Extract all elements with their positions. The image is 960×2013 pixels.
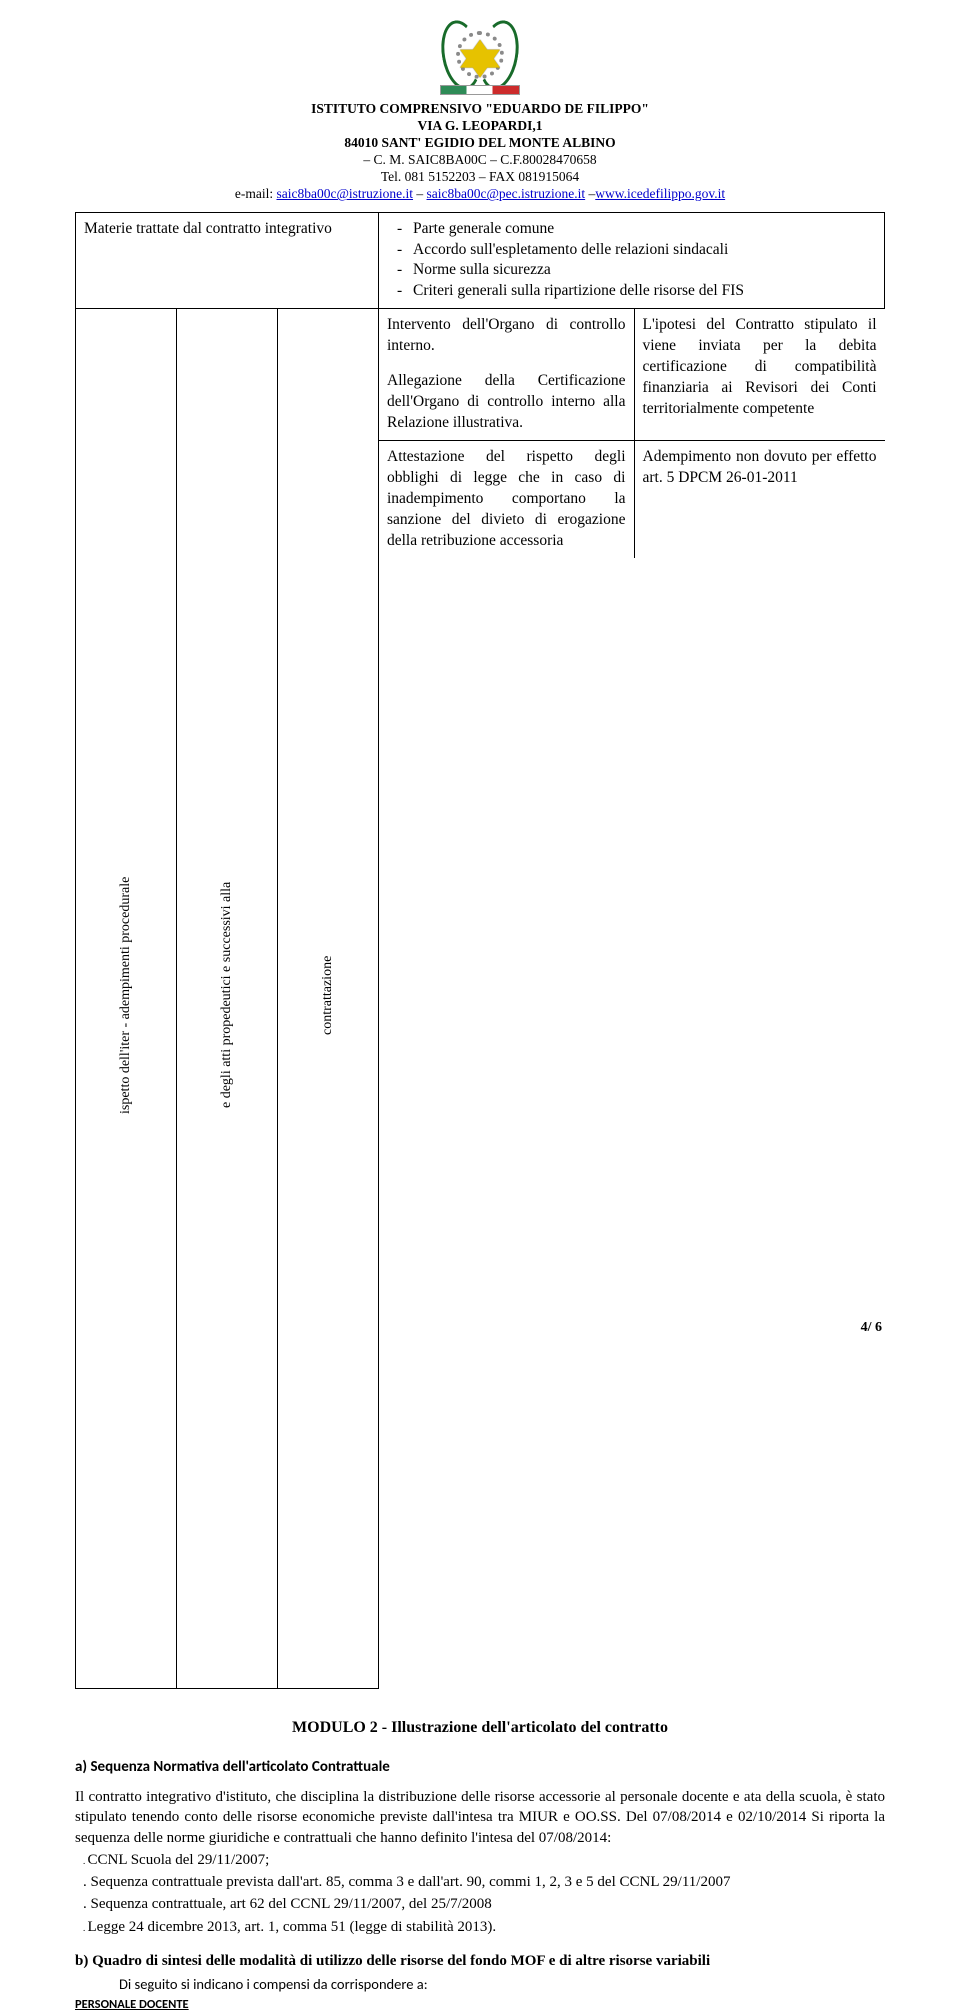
section-b-line: Di seguito si indicano i compensi da cor… — [75, 1975, 885, 1995]
org-name: ISTITUTO COMPRENSIVO "EDUARDO DE FILIPPO… — [75, 101, 885, 118]
italian-emblem-icon — [440, 15, 520, 95]
section-a-title: a) Sequenza Normativa dell'articolato Co… — [75, 1757, 885, 1777]
list-item: Norme sulla sicurezza — [401, 260, 876, 281]
vcell-1: ispetto dell'iter - adempimenti procedur… — [76, 309, 177, 1689]
email-line: e-mail: saic8ba00c@istruzione.it – saic8… — [75, 185, 885, 203]
intervento-p2: Allegazione della Certificazione dell'Or… — [387, 371, 626, 434]
cell-intervento-left: Intervento dell'Organo di controllo inte… — [379, 309, 634, 440]
list-item: Parte generale comune — [401, 219, 876, 240]
table-row: Materie trattate dal contratto integrati… — [76, 212, 885, 309]
vcell-3: contrattazione — [278, 309, 379, 1689]
vcell-2: e degli atti propedeutici e successivi a… — [177, 309, 278, 1689]
list-item: . Sequenza contrattuale, art 62 del CCNL… — [77, 1894, 885, 1914]
email-prefix: e-mail: — [235, 186, 277, 201]
sep2: – — [585, 186, 595, 201]
list-item: Criteri generali sulla ripartizione dell… — [401, 281, 876, 302]
main-table: Materie trattate dal contratto integrati… — [75, 212, 885, 1690]
tel-line: Tel. 081 5152203 – FAX 081915064 — [75, 169, 885, 186]
materie-list: Parte generale comune Accordo sull'esple… — [387, 219, 876, 303]
list-item: . CCNL Scuola del 29/11/2007; — [77, 1850, 885, 1870]
list-item: . Legge 24 dicembre 2013, art. 1, comma … — [77, 1917, 885, 1937]
email-link-1[interactable]: saic8ba00c@istruzione.it — [276, 186, 413, 201]
list-item: . Sequenza contrattuale prevista dall'ar… — [77, 1872, 885, 1892]
logo-wrap — [75, 15, 885, 95]
table-row: ispetto dell'iter - adempimenti procedur… — [76, 309, 885, 1689]
addr-line2: 84010 SANT' EGIDIO DEL MONTE ALBINO — [75, 135, 885, 152]
section-a-body: Il contratto integrativo d'istituto, che… — [75, 1787, 885, 1848]
cell-intervento-right: L'ipotesi del Contratto stipulato il vie… — [634, 309, 885, 440]
list-item: Accordo sull'espletamento delle relazion… — [401, 240, 876, 261]
intervento-p1: Intervento dell'Organo di controllo inte… — [387, 315, 626, 357]
section-a-list: . CCNL Scuola del 29/11/2007; . Sequenza… — [75, 1850, 885, 1937]
sep1: – — [413, 186, 427, 201]
modulo2-title: MODULO 2 - Illustrazione dell'articolato… — [75, 1717, 885, 1739]
cell-materie-left: Materie trattate dal contratto integrati… — [76, 212, 379, 309]
website-link[interactable]: www.icedefilippo.gov.it — [595, 186, 725, 201]
cell-materie-right: Parte generale comune Accordo sull'esple… — [379, 212, 885, 309]
email-link-2[interactable]: saic8ba00c@pec.istruzione.it — [427, 186, 586, 201]
cell-attestazione-right: Adempimento non dovuto per effetto art. … — [634, 440, 885, 557]
vtext-2: e degli atti propedeutici e successivi a… — [219, 315, 234, 1675]
addr-line1: VIA G. LEOPARDI,1 — [75, 118, 885, 135]
letterhead: ISTITUTO COMPRENSIVO "EDUARDO DE FILIPPO… — [75, 15, 885, 204]
codes-line: – C. M. SAIC8BA00C – C.F.80028470658 — [75, 152, 885, 169]
vtext-1: ispetto dell'iter - adempimenti procedur… — [118, 315, 133, 1675]
cell-attestazione-left: Attestazione del rispetto degli obblighi… — [379, 440, 634, 557]
page-number: 4/ 6 — [861, 1319, 882, 1338]
personale-docente: PERSONALE DOCENTE — [75, 1997, 885, 2013]
section-b-title: b) Quadro di sintesi delle modalità di u… — [75, 1951, 885, 1971]
vtext-3: contrattazione — [320, 315, 335, 1675]
